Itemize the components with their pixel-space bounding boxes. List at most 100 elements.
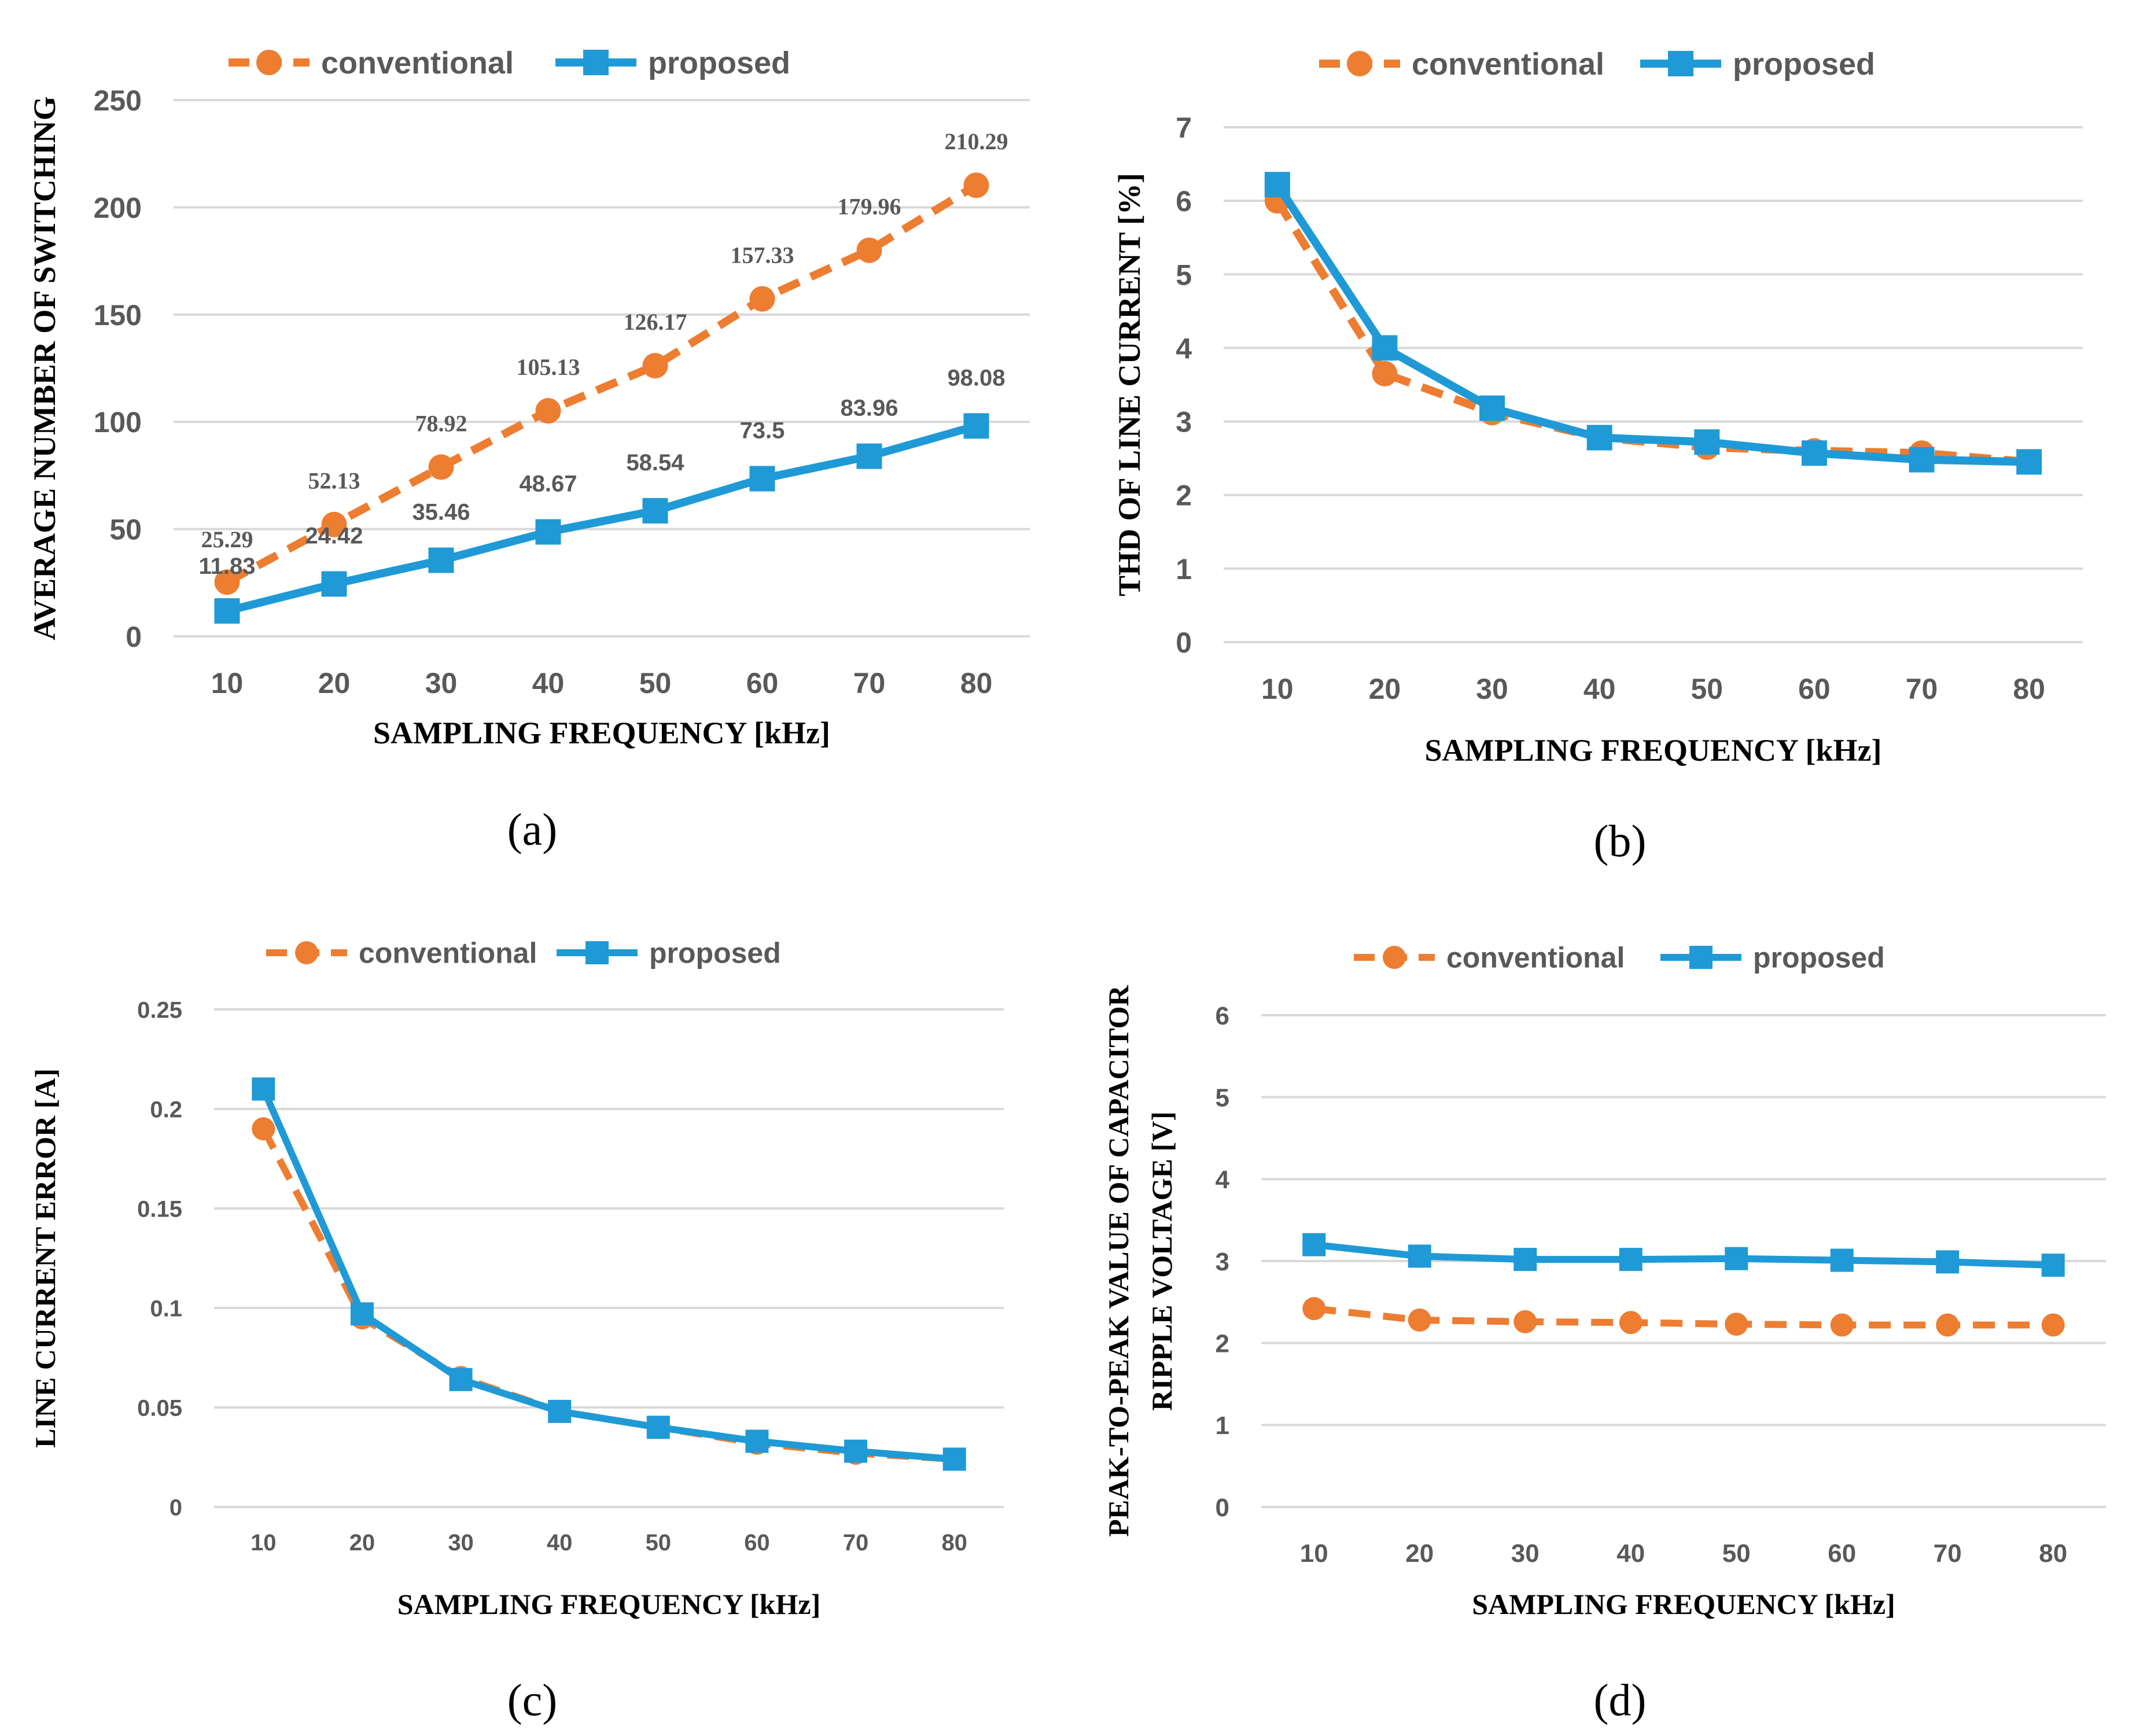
x-tick-label: 70 <box>1934 1539 1962 1568</box>
x-axis-title: SAMPLING FREQUENCY [kHz] <box>1425 733 1882 768</box>
data-point-proposed <box>252 1077 275 1101</box>
x-tick-label: 70 <box>843 1530 869 1556</box>
y-axis-title: PEAK-TO-PEAK VALUE OF CAPACITOR <box>1102 985 1135 1536</box>
x-tick-label: 70 <box>853 667 886 699</box>
panel-label: (a) <box>507 804 558 854</box>
y-tick-label: 3 <box>1176 406 1192 438</box>
legend-label-proposed: proposed <box>648 46 790 80</box>
y-tick-label: 0.15 <box>137 1196 182 1222</box>
data-point-conventional <box>1830 1313 1854 1337</box>
data-point-conventional <box>252 1117 275 1141</box>
data-point-proposed <box>1586 425 1612 451</box>
y-tick-label: 5 <box>1216 1084 1229 1112</box>
data-point-proposed <box>1513 1248 1537 1271</box>
chart-panel-c: 0 0.05 0.1 0.15 0.2 0.25 10 20 30 40 50 60 70 80 SAMPL… <box>29 937 1004 1725</box>
data-label-conventional: 126.17 <box>624 309 687 335</box>
y-tick-label: 2 <box>1176 480 1192 512</box>
data-label-proposed: 35.46 <box>412 500 470 525</box>
data-point-proposed <box>548 1399 572 1423</box>
data-label-conventional: 179.96 <box>838 194 901 220</box>
data-label-conventional: 157.33 <box>731 242 794 268</box>
x-tick-label: 40 <box>1616 1539 1645 1568</box>
data-point-proposed <box>1479 395 1505 421</box>
data-point-proposed <box>1619 1248 1643 1271</box>
data-point-proposed <box>1909 447 1935 473</box>
data-point-conventional <box>428 454 454 480</box>
data-point-proposed <box>1408 1244 1431 1268</box>
legend-marker-circle <box>1347 51 1372 76</box>
y-tick-label: 200 <box>94 191 142 224</box>
legend-marker-circle <box>295 941 318 964</box>
y-tick-label: 250 <box>94 84 142 117</box>
x-tick-label: 80 <box>960 667 993 699</box>
data-point-conventional <box>856 237 882 263</box>
x-tick-label: 30 <box>1476 673 1508 705</box>
y-tick-label: 5 <box>1176 259 1192 291</box>
data-point-proposed <box>214 598 240 624</box>
panel-label: (b) <box>1594 816 1647 866</box>
legend-marker-circle <box>256 50 282 75</box>
y-tick-label: 0.2 <box>150 1097 182 1122</box>
data-point-proposed <box>642 497 668 524</box>
data-point-conventional <box>535 398 561 424</box>
legend-label-proposed: proposed <box>649 937 781 970</box>
data-point-proposed <box>428 547 454 573</box>
y-tick-label: 0 <box>1216 1494 1229 1522</box>
series-line-conventional <box>260 1127 955 1463</box>
y-tick-label: 3 <box>1216 1248 1229 1276</box>
y-tick-label: 0.05 <box>137 1395 182 1421</box>
legend-label-conventional: conventional <box>1446 942 1625 974</box>
data-label-proposed: 73.5 <box>740 418 785 443</box>
legend-label-conventional: conventional <box>1412 47 1604 82</box>
x-axis-title: SAMPLING FREQUENCY [kHz] <box>397 1588 820 1620</box>
x-tick-label: 10 <box>1261 673 1294 705</box>
data-point-conventional <box>1725 1313 1748 1336</box>
series-line-conventional <box>1273 198 2030 466</box>
legend-label-conventional: conventional <box>359 937 537 970</box>
x-tick-label: 80 <box>2013 673 2045 705</box>
data-label-proposed: 98.08 <box>947 365 1005 390</box>
y-tick-label: 6 <box>1176 185 1192 218</box>
data-point-conventional <box>1513 1310 1537 1333</box>
legend-marker-square <box>1668 51 1693 76</box>
data-label-proposed: 83.96 <box>840 396 898 421</box>
data-label-conventional: 78.92 <box>415 410 467 436</box>
chart-panel-a: 0 50 100 150 200 250 10 20 30 40 50 60 70 80 SAMPLING … <box>27 46 1030 854</box>
y-axis-title: RIPPLE VOLTAGE [V] <box>1146 1111 1178 1411</box>
y-axis-title: LINE CURRENT ERROR [A] <box>29 1068 61 1448</box>
legend-marker-square <box>583 50 609 75</box>
data-point-proposed <box>535 519 561 545</box>
x-tick-label: 20 <box>349 1530 375 1556</box>
x-tick-label: 50 <box>646 1530 672 1556</box>
data-point-proposed <box>1801 440 1827 466</box>
data-point-conventional <box>2041 1313 2065 1337</box>
data-point-conventional <box>214 569 240 595</box>
x-tick-label: 60 <box>1798 673 1831 705</box>
x-tick-label: 60 <box>746 667 779 699</box>
x-tick-label: 60 <box>1828 1539 1856 1568</box>
legend: conventional proposed <box>1354 942 1885 974</box>
y-tick-label: 0.1 <box>150 1296 182 1321</box>
data-point-conventional <box>1372 360 1398 386</box>
series-line-proposed <box>260 1088 955 1463</box>
data-point-proposed <box>1830 1248 1854 1272</box>
data-point-proposed <box>2041 1254 2065 1277</box>
data-label-proposed: 24.42 <box>305 523 363 548</box>
x-tick-label: 50 <box>1691 673 1724 705</box>
data-label-conventional: 210.29 <box>945 128 1008 154</box>
y-tick-label: 50 <box>109 514 142 546</box>
legend-marker-square <box>585 941 609 964</box>
x-tick-label: 50 <box>639 667 672 699</box>
data-point-conventional <box>321 511 347 537</box>
x-tick-label: 60 <box>744 1530 770 1556</box>
data-point-proposed <box>745 1429 769 1453</box>
series-line-proposed <box>1273 182 2030 466</box>
data-point-proposed <box>844 1439 868 1463</box>
y-tick-label: 0 <box>126 621 142 653</box>
data-point-conventional <box>1302 1297 1326 1321</box>
legend-marker-square <box>1689 946 1713 969</box>
data-point-conventional <box>642 353 668 379</box>
x-tick-label: 50 <box>1722 1539 1751 1568</box>
chart-panel-b: 0 1 2 3 4 5 6 7 10 20 30 40 50 60 70 80 SAMPLING FREQUEN… <box>1112 47 2083 866</box>
y-tick-label: 4 <box>1176 332 1192 364</box>
